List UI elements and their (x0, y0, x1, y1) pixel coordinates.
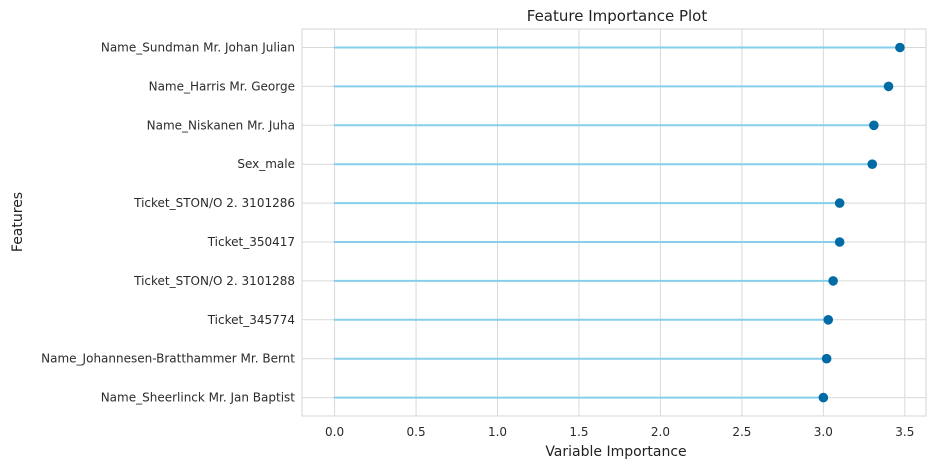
x-labels-layer: 0.0 0.5 1.0 1.5 2.0 2.5 3.0 3.5 (325, 425, 914, 439)
lollipop-point (883, 81, 894, 92)
lollipop-point (869, 120, 879, 131)
y-tick-label: Name_Harris Mr. George (149, 79, 295, 93)
lollipop-point (818, 392, 829, 403)
chart-title: Feature Importance Plot (527, 7, 708, 25)
x-tick-label: 2.5 (732, 425, 751, 439)
lollipop-point (821, 353, 832, 364)
stems-layer (333, 46, 901, 399)
x-tick-label: 1.5 (569, 425, 588, 439)
lollipop-point (834, 237, 845, 247)
lollipop-point (867, 159, 878, 169)
y-axis-label: Features (10, 192, 26, 252)
x-axis-label: Variable Importance (545, 444, 686, 460)
lollipop-point (828, 276, 838, 286)
x-tick-label: 1.0 (488, 425, 507, 439)
y-tick-label: Ticket_STON/O 2. 3101288 (133, 274, 295, 288)
y-tick-label: Sex_male (237, 157, 295, 171)
y-tick-label: Ticket_STON/O 2. 3101286 (133, 196, 295, 210)
x-tick-label: 0.5 (407, 425, 426, 439)
y-tick-label: Name_Johannesen-Bratthammer Mr. Bernt (41, 352, 295, 366)
lollipop-point (823, 315, 834, 325)
x-tick-label: 2.0 (651, 425, 670, 439)
points-layer (818, 42, 905, 403)
y-tick-label: Name_Niskanen Mr. Juha (147, 118, 295, 132)
lollipop-point (834, 198, 845, 208)
y-tick-label: Ticket_350417 (207, 235, 295, 249)
y-tick-label: Ticket_345774 (207, 313, 295, 327)
x-tick-label: 3.5 (895, 425, 914, 439)
x-tick-label: 0.0 (325, 425, 344, 439)
y-tick-label: Name_Sheerlinck Mr. Jan Baptist (101, 391, 296, 405)
y-labels-layer: Name_Sundman Mr. Johan Julian Name_Harris… (41, 41, 295, 405)
plot-area (301, 28, 927, 417)
y-tick-label: Name_Sundman Mr. Johan Julian (101, 41, 295, 55)
lollipop-point (895, 42, 905, 53)
x-tick-label: 3.0 (814, 425, 833, 439)
